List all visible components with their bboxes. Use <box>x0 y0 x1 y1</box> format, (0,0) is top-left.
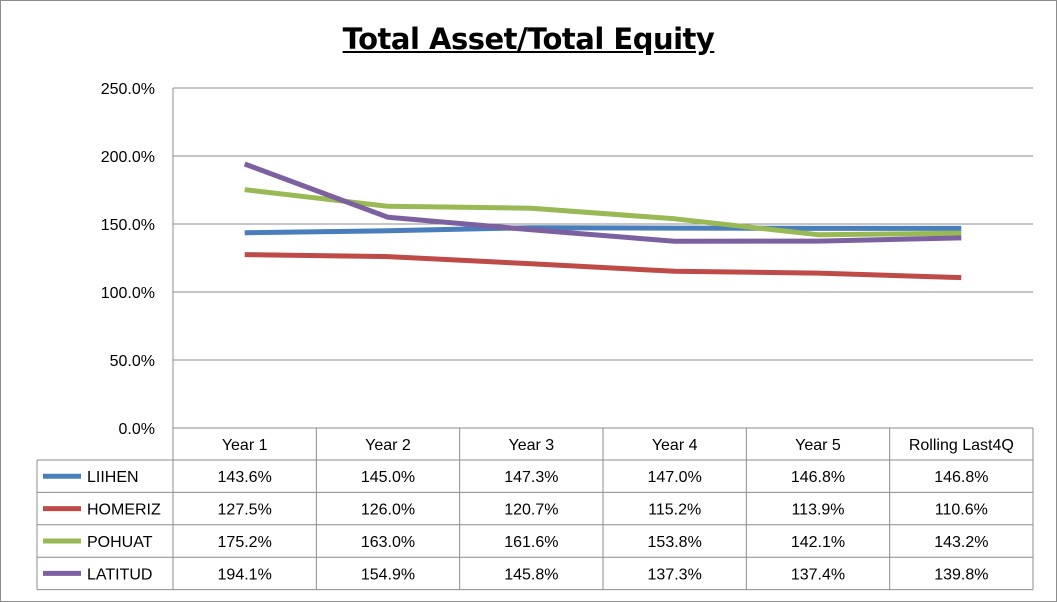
y-tick-label: 0.0% <box>119 421 155 438</box>
data-label: 154.9% <box>361 566 415 583</box>
data-label: 110.6% <box>935 502 988 519</box>
x-category-label: Year 2 <box>365 437 411 454</box>
data-label: 153.8% <box>648 534 702 551</box>
y-tick-label: 100.0% <box>101 285 155 302</box>
data-label: 145.0% <box>361 469 415 486</box>
data-label: 146.8% <box>934 469 988 486</box>
series-line-pohuat <box>244 187 962 238</box>
data-label: 127.5% <box>218 502 272 519</box>
series-line-homeriz <box>244 252 962 281</box>
series-line-liihen <box>244 225 962 236</box>
data-label: 142.1% <box>791 534 845 551</box>
data-label: 146.8% <box>791 469 845 486</box>
data-label: 194.1% <box>218 566 272 583</box>
data-label: 113.9% <box>791 502 844 519</box>
data-label: 143.2% <box>934 534 988 551</box>
y-tick-label: 150.0% <box>101 217 155 234</box>
series-line-latitud <box>243 161 962 244</box>
data-label: 120.7% <box>504 502 558 519</box>
x-category-label: Year 4 <box>652 437 698 454</box>
data-label: 175.2% <box>218 534 272 551</box>
data-label: 163.0% <box>361 534 415 551</box>
data-label: 161.6% <box>504 534 558 551</box>
data-label: 126.0% <box>361 502 415 519</box>
legend-label: LIIHEN <box>87 469 139 486</box>
y-tick-label: 250.0% <box>101 81 155 98</box>
x-category-label: Rolling Last4Q <box>909 437 1014 454</box>
x-category-label: Year 5 <box>795 437 841 454</box>
data-label: 143.6% <box>218 469 272 486</box>
x-category-label: Year 1 <box>222 437 268 454</box>
chart-title: Total Asset/Total Equity <box>342 22 715 56</box>
data-label: 137.4% <box>791 566 845 583</box>
legend-label: HOMERIZ <box>87 502 161 519</box>
legend-label: POHUAT <box>87 534 153 551</box>
data-label: 115.2% <box>648 502 701 519</box>
data-label: 147.0% <box>648 469 702 486</box>
data-label: 145.8% <box>504 566 558 583</box>
y-tick-label: 50.0% <box>110 353 155 370</box>
y-tick-label: 200.0% <box>101 149 155 166</box>
legend-label: LATITUD <box>87 566 152 583</box>
data-label: 147.3% <box>504 469 558 486</box>
data-label: 139.8% <box>934 566 988 583</box>
x-category-label: Year 3 <box>508 437 554 454</box>
data-label: 137.3% <box>648 566 702 583</box>
